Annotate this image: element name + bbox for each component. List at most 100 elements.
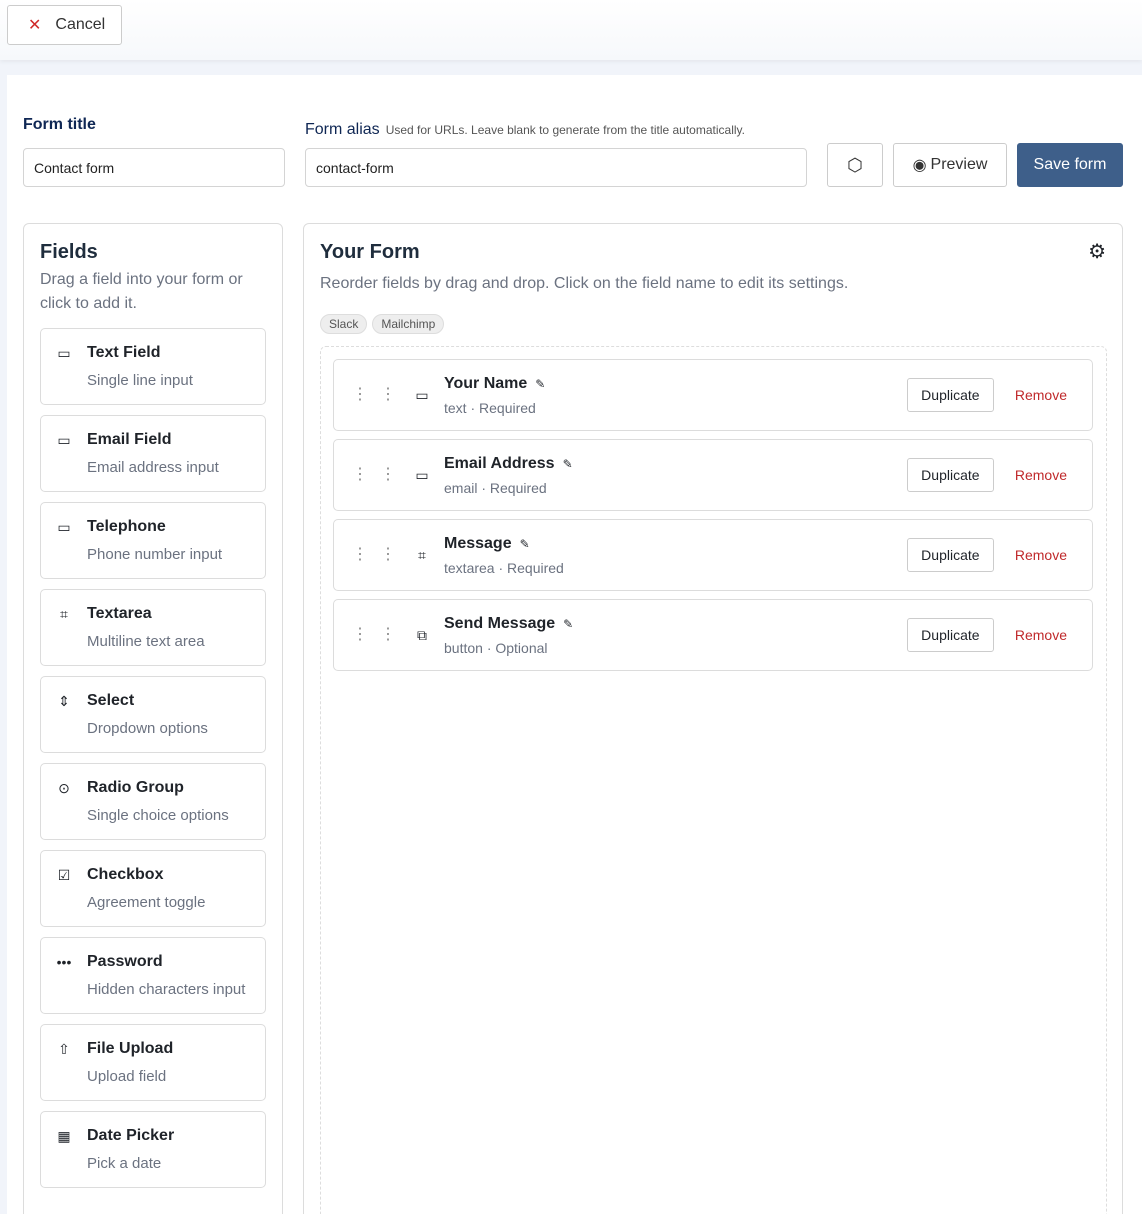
textarea-icon: ⌗ bbox=[418, 547, 426, 563]
form-panel-subtitle: Reorder fields by drag and drop. Click o… bbox=[320, 275, 849, 292]
field-type-item[interactable]: ••• Password Hidden characters input bbox=[40, 937, 266, 1014]
field-type-item[interactable]: ▭ Telephone Phone number input bbox=[40, 502, 266, 579]
close-icon: ✕ bbox=[28, 17, 42, 34]
field-type-title: Password bbox=[87, 953, 163, 970]
field-type-title: Date Picker bbox=[87, 1127, 175, 1144]
field-name-link[interactable]: Message ✎ bbox=[444, 534, 907, 554]
textarea-icon: ⌗ bbox=[60, 606, 68, 622]
drag-handle-icon[interactable]: ⋮ ⋮ bbox=[352, 626, 396, 643]
field-name-link[interactable]: Your Name ✎ bbox=[444, 374, 907, 394]
field-type-title: Radio Group bbox=[87, 779, 184, 796]
preview-label: Preview bbox=[930, 156, 988, 173]
form-title-input[interactable] bbox=[23, 148, 285, 187]
duplicate-button[interactable]: Duplicate bbox=[906, 618, 994, 652]
edit-icon[interactable]: ✎ bbox=[563, 616, 574, 631]
field-type-text: Email Field Email address input bbox=[87, 430, 219, 477]
field-type-title: Select bbox=[87, 692, 135, 709]
field-type-item[interactable]: ⇕ Select Dropdown options bbox=[40, 676, 266, 753]
field-type-item[interactable]: ⌗ Textarea Multiline text area bbox=[40, 589, 266, 666]
field-type-text: Text Field Single line input bbox=[87, 343, 193, 390]
settings-gear-icon[interactable]: ⚙ bbox=[1088, 241, 1106, 263]
field-name[interactable]: Email Address bbox=[444, 454, 555, 472]
field-type-item[interactable]: ⇧ File Upload Upload field bbox=[40, 1024, 266, 1101]
field-type-text: Select Dropdown options bbox=[87, 691, 208, 738]
field-type-desc: Agreement toggle bbox=[87, 894, 206, 911]
remove-button[interactable]: Remove bbox=[1014, 387, 1067, 403]
field-type-desc: Dropdown options bbox=[87, 720, 208, 737]
drag-handle-icon[interactable]: ⋮ ⋮ bbox=[352, 466, 396, 483]
form-title-label: Form title bbox=[23, 116, 96, 133]
form-alias-input[interactable] bbox=[305, 148, 807, 187]
select-icon: ⇕ bbox=[58, 693, 70, 709]
field-type-title: Telephone bbox=[87, 518, 166, 535]
remove-button[interactable]: Remove bbox=[1014, 627, 1067, 643]
field-name[interactable]: Your Name bbox=[444, 374, 528, 392]
drag-handle-icon[interactable]: ⋮ ⋮ bbox=[352, 386, 396, 403]
field-type-desc: Multiline text area bbox=[87, 633, 205, 650]
edit-icon[interactable]: ✎ bbox=[562, 456, 573, 471]
form-alias-label: Form alias Used for URLs. Leave blank to … bbox=[305, 120, 745, 140]
tag-slack[interactable]: Slack bbox=[320, 314, 368, 334]
field-name-link[interactable]: Send Message ✎ bbox=[444, 614, 907, 634]
field-type-desc: Phone number input bbox=[87, 546, 223, 563]
duplicate-button[interactable]: Duplicate bbox=[906, 378, 994, 412]
field-type-item[interactable]: ☑ Checkbox Agreement toggle bbox=[40, 850, 266, 927]
field-type-desc: Single choice options bbox=[87, 807, 229, 824]
text-field-icon: ▭ bbox=[415, 387, 429, 403]
cancel-label: Cancel bbox=[55, 16, 106, 33]
password-icon: ••• bbox=[56, 954, 72, 970]
add-button[interactable]: ⬡ bbox=[827, 143, 883, 187]
field-type-item[interactable]: ▭ Email Field Email address input bbox=[40, 415, 266, 492]
field-type-title: File Upload bbox=[87, 1040, 174, 1057]
form-alias-hint: Used for URLs. Leave blank to generate f… bbox=[385, 123, 745, 137]
field-type-desc: Upload field bbox=[87, 1068, 167, 1085]
form-panel: Your Form ⚙ Reorder fields by drag and d… bbox=[303, 223, 1123, 1214]
field-type-text: Radio Group Single choice options bbox=[87, 778, 229, 825]
field-type-desc: Email address input bbox=[87, 459, 219, 476]
field-type-title: Email Field bbox=[87, 431, 172, 448]
drag-handle-icon[interactable]: ⋮ ⋮ bbox=[352, 546, 396, 563]
field-name[interactable]: Send Message bbox=[444, 614, 556, 632]
field-text: Email Address ✎ email · Required bbox=[444, 454, 907, 497]
integration-tags: Slack Mailchimp bbox=[320, 314, 1106, 334]
eye-icon: ◉ bbox=[912, 157, 927, 174]
hexagon-plus-icon: ⬡ bbox=[847, 154, 863, 175]
duplicate-button[interactable]: Duplicate bbox=[906, 458, 994, 492]
field-type-item[interactable]: ▦ Date Picker Pick a date bbox=[40, 1111, 266, 1188]
upload-icon: ⇧ bbox=[58, 1041, 70, 1057]
field-type-desc: Pick a date bbox=[87, 1155, 162, 1172]
form-panel-header: Your Form ⚙ bbox=[320, 240, 1106, 264]
email-field-icon: ▭ bbox=[57, 432, 71, 448]
preview-button[interactable]: ◉ Preview bbox=[893, 143, 1007, 187]
field-meta: button · Optional bbox=[444, 639, 548, 656]
cancel-button[interactable]: ✕ Cancel bbox=[7, 5, 122, 45]
form-field-row: ⋮ ⋮ ▭ Your Name ✎ text · Required Duplicat… bbox=[333, 359, 1093, 431]
field-name-link[interactable]: Email Address ✎ bbox=[444, 454, 907, 474]
email-field-icon: ▭ bbox=[415, 467, 429, 483]
field-text: Send Message ✎ button · Optional bbox=[444, 614, 907, 657]
field-name[interactable]: Message bbox=[444, 534, 512, 552]
form-drop-zone[interactable]: ⋮ ⋮ ▭ Your Name ✎ text · Required Duplicat… bbox=[320, 346, 1107, 1214]
field-type-item[interactable]: ▭ Text Field Single line input bbox=[40, 328, 266, 405]
remove-button[interactable]: Remove bbox=[1014, 547, 1067, 563]
duplicate-button[interactable]: Duplicate bbox=[906, 538, 994, 572]
field-meta: textarea · Required bbox=[444, 559, 564, 576]
field-type-list: ▭ Text Field Single line input ▭ Email F… bbox=[40, 328, 266, 1188]
radio-icon: ⊙ bbox=[58, 780, 70, 796]
field-type-title: Textarea bbox=[87, 605, 152, 622]
fields-panel: Fields Drag a field into your form or cl… bbox=[23, 223, 283, 1214]
fields-subtitle: Drag a field into your form or click to … bbox=[40, 271, 243, 312]
field-type-desc: Hidden characters input bbox=[87, 981, 246, 998]
field-type-item[interactable]: ⊙ Radio Group Single choice options bbox=[40, 763, 266, 840]
form-field-row: ⋮ ⋮ ⌗ Message ✎ textarea · Required Duplic… bbox=[333, 519, 1093, 591]
save-form-button[interactable]: Save form bbox=[1017, 143, 1123, 187]
edit-icon[interactable]: ✎ bbox=[535, 376, 546, 391]
remove-button[interactable]: Remove bbox=[1014, 467, 1067, 483]
field-type-text: Checkbox Agreement toggle bbox=[87, 865, 205, 912]
telephone-icon: ▭ bbox=[57, 519, 71, 535]
field-type-text: Password Hidden characters input bbox=[87, 952, 245, 999]
tag-mailchimp[interactable]: Mailchimp bbox=[372, 314, 445, 334]
field-text: Message ✎ textarea · Required bbox=[444, 534, 907, 577]
field-type-title: Checkbox bbox=[87, 866, 164, 883]
edit-icon[interactable]: ✎ bbox=[519, 536, 530, 551]
